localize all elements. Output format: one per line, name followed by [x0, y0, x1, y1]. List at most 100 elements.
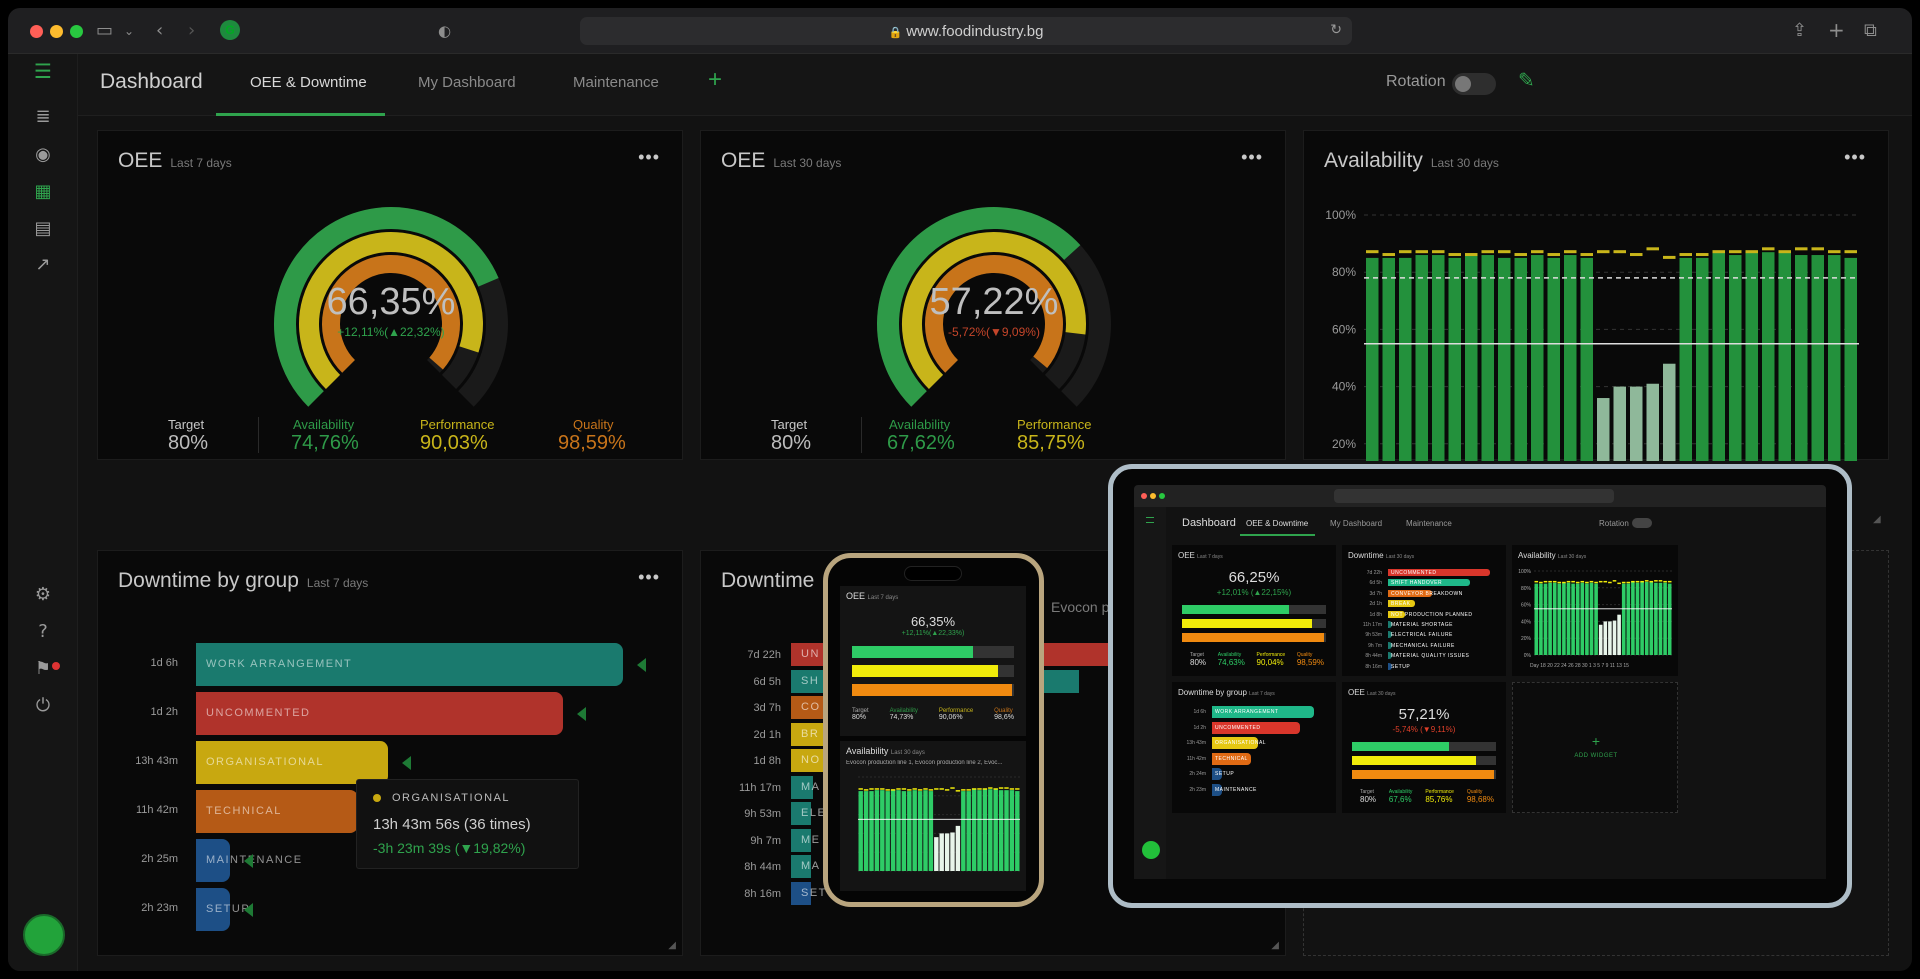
downtime-bar[interactable]: MA [791, 855, 819, 878]
more-options-icon[interactable]: ••• [638, 147, 660, 167]
trend-down-icon [244, 902, 254, 917]
settings-icon[interactable]: ⚙ [34, 584, 52, 605]
downtime-bar[interactable]: MAINTENANCE [1212, 783, 1256, 796]
availability-bar [1366, 257, 1379, 461]
trend-icon[interactable]: ↗ [35, 254, 51, 275]
close-window-button[interactable] [30, 25, 43, 38]
forward-icon[interactable]: › [188, 20, 196, 41]
tablet-kpi-value: 98,68% [1466, 795, 1494, 804]
phone-kpi: Quality 98,6% [994, 708, 1014, 721]
tablet-kpis: Target 80% Availability 67,6% Performance 8… [1360, 789, 1494, 804]
tablet-kpi: Performance 90,04% [1257, 652, 1286, 667]
resize-handle-icon[interactable]: ◢ [668, 940, 676, 951]
power-icon[interactable]: ⏻ [35, 695, 51, 716]
downtime-bar[interactable]: UNCOMMENTED [1388, 569, 1490, 576]
address-bar[interactable]: 🔒 www.foodindustry.bg ↻ [580, 17, 1352, 45]
downtime-bar[interactable]: ME [791, 828, 819, 852]
tablet-close-dot [1141, 493, 1147, 499]
list-icon[interactable]: ≣ [35, 106, 51, 127]
downtime-bar[interactable]: MECHANICAL FAILURE [1388, 641, 1454, 649]
zoom-window-button[interactable] [70, 25, 83, 38]
flag-icon[interactable]: ⚑ [8, 658, 78, 679]
downtime-bar[interactable]: CONVEYOR BREAKDOWN [1388, 589, 1462, 597]
share-icon[interactable]: ⇪ [1792, 20, 1808, 41]
downtime-bar[interactable]: SETUP [196, 888, 249, 931]
add-tab-button[interactable]: + [708, 66, 723, 93]
rotation-toggle[interactable] [1452, 73, 1496, 95]
tablet-kpi-label: Availability [1388, 789, 1413, 795]
reload-icon[interactable]: ↻ [1330, 22, 1342, 38]
shield-icon[interactable]: ◐ [438, 22, 452, 40]
tab-maintenance[interactable]: Maintenance [573, 74, 659, 91]
performance-mark [1597, 250, 1610, 254]
bar-time-label: 7d 22h [1366, 570, 1382, 576]
downtime-bar[interactable]: ORGANISATIONAL [1212, 737, 1266, 749]
downtime-bar[interactable]: SHIFT HANDOVER [1388, 579, 1470, 587]
resize-handle-icon[interactable]: ◢ [1271, 940, 1279, 951]
downtime-bar[interactable]: SETUP [1212, 768, 1234, 780]
phone-oee-card: OEE Last 7 days 66,35% +12,11%(▲22,33%) … [840, 586, 1026, 736]
performance-mark [1640, 580, 1644, 583]
help-icon[interactable]: ? [38, 621, 48, 642]
downtime-bar[interactable]: MAINTENANCE [196, 839, 301, 882]
more-options-icon[interactable]: ••• [1844, 147, 1866, 167]
report-icon[interactable]: ▤ [34, 218, 52, 239]
performance-mark [928, 789, 934, 791]
downtime-bar-label: UNCOMMENTED [1215, 724, 1261, 731]
downtime-bar[interactable]: ORGANISATIONAL [196, 741, 389, 784]
performance-mark [1594, 581, 1598, 584]
back-icon[interactable]: ‹ [156, 20, 164, 41]
downtime-bar[interactable]: TECHNICAL [196, 790, 359, 833]
tablet-kpi: Target 80% [1190, 652, 1206, 667]
downtime-bar[interactable]: BREAK [1388, 600, 1415, 608]
downtime-bar[interactable]: UNCOMMENTED [1212, 721, 1300, 734]
downtime-bar-label: SETUP [206, 903, 251, 915]
tablet-kpi-label: Performance [1425, 789, 1454, 795]
availability-bar [1608, 621, 1612, 655]
page-title: Dashboard [100, 70, 203, 93]
avatar[interactable] [23, 914, 65, 956]
availability-bar [880, 790, 885, 871]
tablet-availability-chart: 100% 80% 60% 40% 20% 0% [1518, 569, 1672, 659]
tablet-kpi-label: Target [1360, 789, 1374, 795]
menu-icon[interactable]: ☰ [34, 59, 52, 83]
tab-overview-icon[interactable]: ⧉ [1864, 20, 1877, 41]
tooltip-delta: -3h 23m 39s (▼19,82%) [373, 840, 526, 856]
new-tab-icon[interactable]: + [1828, 18, 1845, 42]
bar-time-label: 3d 7h [1369, 590, 1382, 597]
tab-my-dashboard[interactable]: My Dashboard [418, 74, 516, 91]
eye-icon[interactable]: ◉ [35, 144, 51, 165]
more-options-icon[interactable]: ••• [1241, 147, 1263, 167]
more-options-icon[interactable]: ••• [638, 567, 660, 587]
dashboard-icon[interactable]: ▦ [34, 181, 52, 202]
downtime-bar[interactable]: MATERIAL QUALITY ISSUES [1388, 652, 1469, 660]
sidebar-toggle-icon[interactable]: ▭ [96, 20, 114, 41]
performance-mark [1844, 250, 1857, 254]
y-tick-label: 0% [1524, 653, 1532, 659]
downtime-bar[interactable]: NOT PRODUCTION PLANNED [1388, 610, 1472, 618]
downtime-bar[interactable]: SETUP [1388, 662, 1410, 670]
downtime-bar[interactable]: WORK ARRANGEMENT [196, 643, 623, 686]
downtime-bar[interactable]: MA [791, 775, 819, 799]
phone-kpi-label: Target [852, 708, 869, 714]
tab-oee-downtime[interactable]: OEE & Downtime [250, 74, 367, 91]
minimize-window-button[interactable] [50, 25, 63, 38]
downtime-bar[interactable]: ELECTRICAL FAILURE [1388, 631, 1452, 639]
downtime-bar[interactable]: SETUP [791, 881, 844, 905]
extension-icon[interactable]: G [220, 20, 240, 40]
downtime-bar[interactable]: ELE [791, 802, 825, 825]
downtime-bar[interactable]: TECHNICAL [1212, 752, 1251, 765]
bar-time-label: 2h 23m [141, 902, 178, 914]
trend-down-icon [637, 657, 646, 672]
downtime-bar[interactable]: MATERIAL SHORTAGE [1388, 621, 1452, 628]
performance-mark [939, 788, 944, 790]
downtime-bar-label: MECHANICAL FAILURE [1391, 642, 1455, 649]
resize-handle-icon[interactable]: ◢ [1873, 514, 1881, 525]
downtime-bar[interactable]: UNCOMMENTED [196, 692, 564, 735]
availability-bar [863, 791, 869, 871]
chevron-down-icon[interactable]: ⌄ [124, 24, 135, 38]
edit-icon[interactable]: ✎ [1518, 68, 1535, 92]
performance-mark [912, 788, 917, 790]
card-title: Downtime by group Last 7 days [118, 569, 368, 593]
downtime-bar[interactable]: WORK ARRANGEMENT [1212, 706, 1314, 718]
